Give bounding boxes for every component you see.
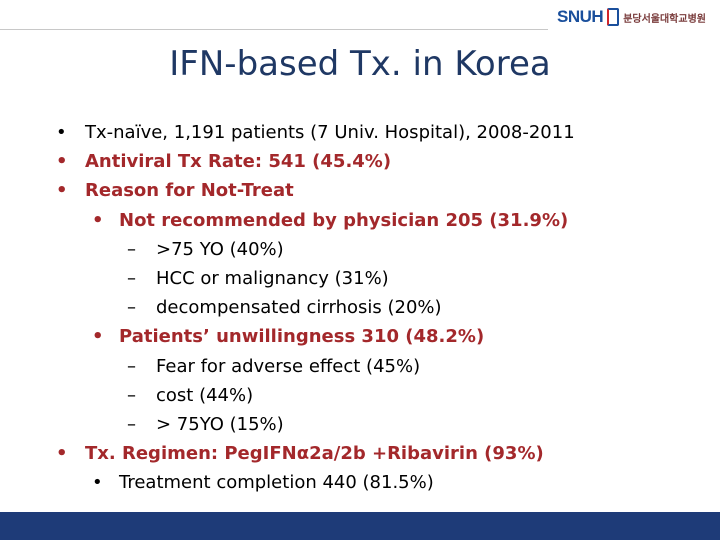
bullet-marker: – [127, 268, 136, 289]
bullet-marker: – [127, 414, 136, 435]
bullet-marker: • [92, 326, 104, 348]
bullet-marker: • [56, 122, 67, 143]
bullet-marker: • [56, 443, 68, 465]
bullet-text: cost (44%) [156, 384, 254, 406]
logo-text: SNUH [557, 7, 604, 26]
bullet-text: Tx-naïve, 1,191 patients (7 Univ. Hospit… [85, 122, 575, 143]
bullet-text: Tx. Regimen: PegIFNα2a/2b +Ribavirin (93… [85, 443, 544, 465]
bullet-text: > 75YO (15%) [156, 414, 284, 435]
bullet-marker: • [92, 209, 104, 231]
slide-title: IFN-based Tx. in Korea [169, 44, 551, 84]
bullet-marker: – [127, 238, 136, 260]
bullet-marker: – [127, 384, 136, 406]
bullet-text: HCC or malignancy (31%) [156, 268, 389, 289]
bullet-marker: – [127, 297, 136, 319]
bullet-text: Not recommended by physician 205 (31.9%) [119, 209, 569, 231]
bullet-text: decompensated cirrhosis (20%) [156, 297, 442, 319]
bullet-text: >75 YO (40%) [156, 238, 284, 260]
bullet-marker: • [56, 180, 68, 202]
footer-bar [0, 512, 720, 540]
bullet-marker: • [56, 151, 68, 173]
bullet-marker: • [92, 472, 103, 494]
bullet-marker: – [127, 355, 136, 377]
bullet-text: Patients’ unwillingness 310 (48.2%) [119, 326, 485, 348]
header-rule [0, 29, 548, 30]
logo: SNUH 분당서울대학교병원 [557, 6, 706, 28]
bullet-text: Treatment completion 440 (81.5%) [119, 472, 434, 494]
hospital-name: 분당서울대학교병원 [623, 13, 706, 25]
bullet-text: Fear for adverse effect (45%) [156, 355, 421, 377]
bullet-text: Antiviral Tx Rate: 541 (45.4%) [85, 151, 392, 173]
logo-icon [607, 8, 620, 26]
bullet-text: Reason for Not-Treat [85, 180, 294, 202]
